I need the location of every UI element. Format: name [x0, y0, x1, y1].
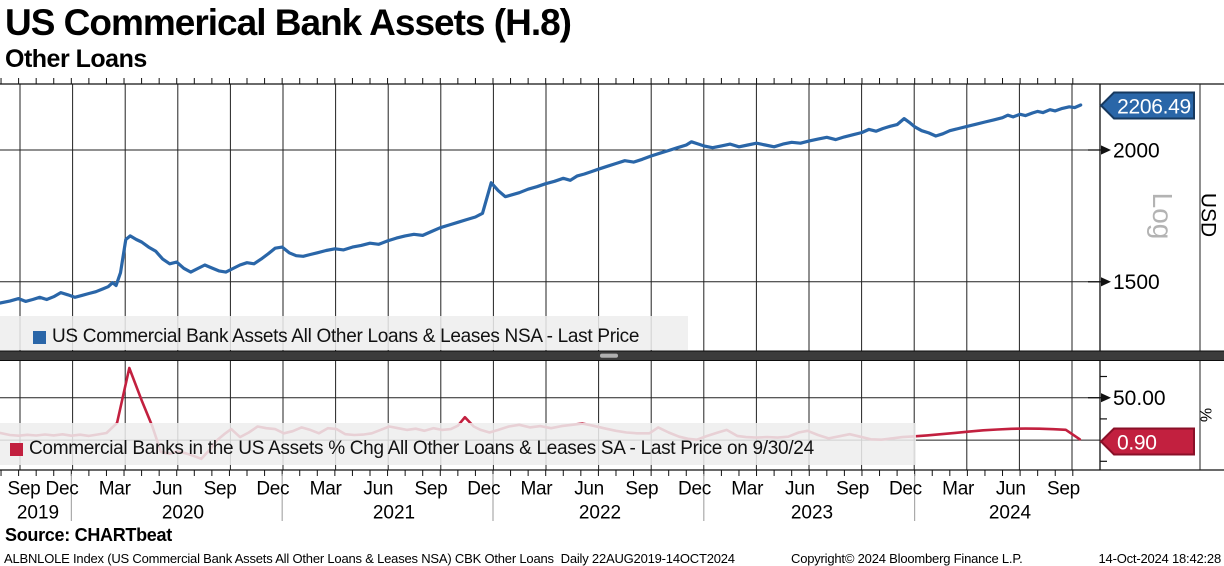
x-axis-month-label: Mar	[520, 479, 553, 500]
legend-band-bottom	[0, 423, 916, 465]
x-axis-month-label: Jun	[785, 479, 815, 500]
x-axis-year-label: 2023	[791, 503, 833, 524]
x-axis-month-label: Dec	[467, 479, 500, 500]
legend-bands-layer	[0, 316, 916, 465]
y-tick-arrow-head	[1101, 393, 1111, 403]
footer-copyright: Copyright© 2024 Bloomberg Finance L.P.	[791, 551, 1023, 566]
usd-axis-unit-label: USD	[1197, 193, 1220, 237]
x-axis-month-label: Sep	[415, 479, 448, 500]
x-axis-month-label: Dec	[256, 479, 289, 500]
x-axis-month-label: Jun	[153, 479, 183, 500]
y-tick-arrow-head	[1101, 145, 1111, 155]
x-axis-year-label: 2024	[989, 503, 1032, 524]
axis-labels-layer: 2206.49 0.90 2000 1500 50.00 Log USD %	[1099, 91, 1220, 456]
x-axis-month-label: Dec	[889, 479, 922, 500]
x-axis-year-label: 2021	[373, 503, 415, 524]
axis-decorations-layer: Sep Dec Mar Jun Sep Dec Mar Jun Sep Dec Mar Jun Sep D…	[0, 145, 1224, 524]
log-scale-label[interactable]: Log	[1147, 193, 1178, 240]
y-tick-label-2000: 2000	[1113, 139, 1160, 162]
legend-swatch-blue	[33, 330, 46, 344]
legend-label-top: US Commercial Bank Assets All Other Loan…	[52, 326, 640, 347]
gridlines-layer	[0, 78, 1224, 476]
x-axis-month-label: Dec	[46, 479, 79, 500]
x-axis-month-label: Mar	[99, 479, 132, 500]
page-title: US Commerical Bank Assets (H.8)	[5, 2, 572, 43]
y-tick-label-1500: 1500	[1113, 271, 1160, 294]
x-axis-month-label: Jun	[996, 479, 1026, 500]
y-tick-label-50: 50.00	[1113, 387, 1166, 410]
x-axis-month-label: Mar	[310, 479, 343, 500]
legend-bottom-series[interactable]: Commercial Banks in the US Assets % Chg …	[10, 438, 814, 460]
x-axis-month-label: Mar	[731, 479, 764, 500]
x-axis-year-label: 2019	[17, 503, 59, 524]
footer-ticker-description: ALBNLOLE Index (US Commercial Bank Asset…	[4, 551, 735, 566]
legend-band-top	[0, 316, 688, 350]
x-axis-month-label: Sep	[625, 479, 658, 500]
x-axis-month-label: Dec	[678, 479, 711, 500]
percent-axis-unit-label: %	[1196, 408, 1213, 422]
x-axis-month-label: Jun	[574, 479, 604, 500]
x-axis-month-label: Sep	[204, 479, 237, 500]
legend-top-series[interactable]: US Commercial Bank Assets All Other Loan…	[33, 326, 639, 348]
y-tick-arrow-head	[1101, 277, 1111, 287]
x-axis-month-label: Sep	[836, 479, 869, 500]
source-label: Source: CHARTbeat	[5, 525, 172, 545]
x-axis-year-label: 2020	[162, 503, 204, 524]
chart-subtitle: Other Loans	[5, 45, 147, 73]
panel-divider-handle[interactable]	[600, 353, 618, 358]
last-price-value-bottom: 0.90	[1117, 431, 1157, 454]
last-price-value-top: 2206.49	[1117, 95, 1191, 118]
last-price-badge-bottom	[1099, 427, 1195, 456]
legend-label-bottom: Commercial Banks in the US Assets % Chg …	[29, 438, 814, 459]
x-axis-month-label: Sep	[1047, 479, 1080, 500]
x-axis-year-label: 2022	[579, 503, 621, 524]
legend-swatch-red	[10, 442, 23, 456]
series-line-bank-assets[interactable]	[0, 103, 1083, 305]
x-axis-month-label: Mar	[942, 479, 975, 500]
footer-timestamp: 14-Oct-2024 18:42:28	[1098, 551, 1222, 566]
last-price-badge-top	[1099, 91, 1195, 120]
x-axis-month-label: Sep	[8, 479, 41, 500]
x-axis-month-label: Jun	[363, 479, 393, 500]
